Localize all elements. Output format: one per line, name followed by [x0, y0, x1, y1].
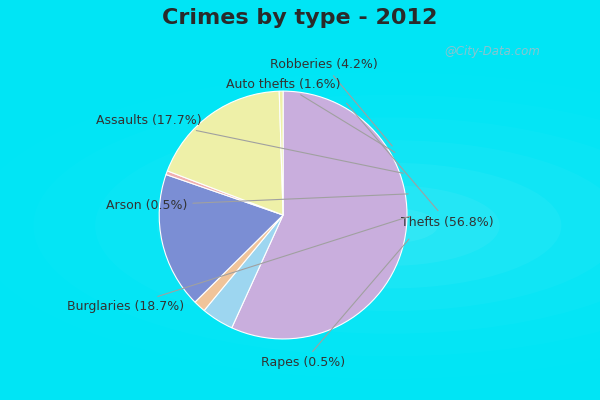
Wedge shape [166, 171, 283, 215]
Text: Arson (0.5%): Arson (0.5%) [106, 194, 408, 212]
Text: Robberies (4.2%): Robberies (4.2%) [270, 58, 392, 146]
Text: Auto thefts (1.6%): Auto thefts (1.6%) [226, 78, 395, 152]
Text: @City-Data.com: @City-Data.com [444, 46, 540, 58]
Wedge shape [279, 91, 283, 215]
Wedge shape [167, 91, 283, 215]
Wedge shape [232, 91, 407, 339]
Text: Burglaries (18.7%): Burglaries (18.7%) [67, 216, 410, 313]
Text: Rapes (0.5%): Rapes (0.5%) [261, 239, 409, 369]
Wedge shape [204, 215, 283, 328]
Text: Assaults (17.7%): Assaults (17.7%) [96, 114, 403, 173]
Wedge shape [159, 174, 283, 302]
Ellipse shape [342, 208, 438, 243]
Text: Thefts (56.8%): Thefts (56.8%) [347, 103, 494, 228]
Wedge shape [195, 215, 283, 310]
Text: Crimes by type - 2012: Crimes by type - 2012 [163, 8, 437, 28]
